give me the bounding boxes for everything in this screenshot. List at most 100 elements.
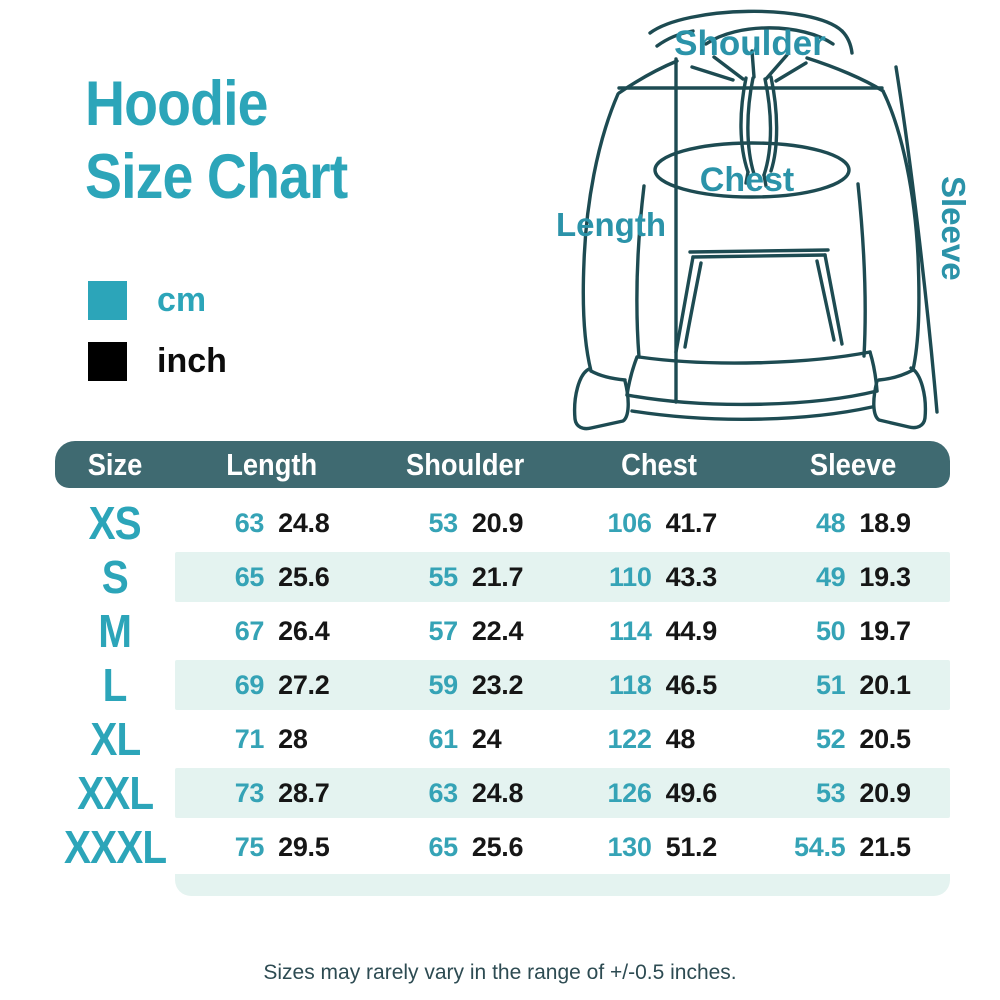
hoodie-illustration: Shoulder Chest Length Sleeve (540, 0, 1000, 445)
size-label: XXXL (55, 820, 175, 874)
shoulder-cell: 59 23.2 (369, 660, 563, 710)
shoulder-cm-value: 59 (428, 669, 458, 700)
shoulder-inch-value: 24.8 (471, 777, 524, 808)
inch-color-swatch (88, 341, 127, 381)
length-cell: 73 28.7 (175, 768, 369, 818)
chest-inch-value: 46.5 (665, 669, 718, 700)
sleeve-cm-value: 49 (815, 561, 846, 592)
size-label-text: XXL (76, 767, 154, 819)
size-label-text: L (103, 659, 128, 711)
shoulder-cm-value: 55 (428, 561, 458, 592)
length-measure-label: Length (556, 206, 666, 243)
shoulder-inch-value: 25.6 (471, 831, 524, 862)
page-title-line1: Hoodie (85, 69, 268, 139)
chest-cm-value: 110 (608, 561, 652, 592)
sleeve-cm-value: 50 (815, 615, 846, 646)
chest-cm-value: 106 (607, 507, 652, 538)
shoulder-cm-value: 61 (428, 723, 458, 754)
size-label-text: XL (90, 713, 141, 765)
length-cell: 63 24.8 (175, 498, 369, 548)
cm-legend-label: cm (157, 280, 207, 319)
size-label-text: XS (88, 497, 142, 549)
size-label-text: S (101, 551, 129, 603)
size-label: L (55, 658, 175, 712)
length-cm-value: 75 (234, 831, 265, 862)
length-cell: 69 27.2 (175, 660, 369, 710)
shoulder-cell: 55 21.7 (369, 552, 563, 602)
sleeve-inch-value: 20.5 (859, 723, 911, 754)
sleeve-cm-value: 52 (815, 723, 846, 754)
table-row-xxxl: XXXL 75 29.5 65 25.6 130 51.2 54.5 21.5 (55, 820, 950, 874)
shoulder-cm-value: 63 (428, 777, 458, 808)
chest-cell: 106 41.7 (563, 498, 757, 548)
chest-cell: 118 46.5 (563, 660, 757, 710)
sleeve-cell: 52 20.5 (756, 714, 950, 764)
length-inch-value: 28 (278, 723, 308, 754)
shoulder-inch-value: 22.4 (471, 615, 524, 646)
shoulder-cm-value: 57 (428, 615, 458, 646)
row-band: 75 29.5 65 25.6 130 51.2 54.5 21.5 (175, 822, 950, 872)
footnote: Sizes may rarely vary in the range of +/… (263, 961, 737, 984)
chest-inch-value: 43.3 (665, 561, 718, 592)
chest-cell: 126 49.6 (563, 768, 757, 818)
length-inch-value: 26.4 (278, 615, 330, 646)
table-header-row: Size Length Shoulder Chest Sleeve (55, 441, 950, 488)
length-cm-value: 71 (234, 723, 265, 754)
sleeve-inch-value: 20.1 (859, 669, 911, 700)
sleeve-cell: 51 20.1 (756, 660, 950, 710)
table-row-xl: XL 71 28 61 24 122 48 52 20.5 (55, 712, 950, 766)
size-table: Size Length Shoulder Chest Sleeve XS 63 2… (55, 441, 950, 896)
chest-measure-label: Chest (699, 161, 795, 199)
shoulder-cell: 65 25.6 (369, 822, 563, 872)
page-title: Hoodie Size Chart (85, 68, 383, 214)
table-bottom-strip (175, 874, 950, 896)
inch-legend-label: inch (157, 341, 227, 380)
sleeve-inch-value: 19.7 (859, 615, 911, 646)
length-cell: 71 28 (175, 714, 369, 764)
column-header-length-label: Length (226, 446, 318, 482)
chest-inch-value: 48 (665, 723, 696, 754)
shoulder-cell: 57 22.4 (369, 606, 563, 656)
shoulder-inch-value: 21.7 (471, 561, 524, 592)
shoulder-inch-value: 20.9 (471, 507, 524, 538)
column-header-length: Length (175, 447, 369, 483)
length-inch-value: 29.5 (278, 831, 330, 862)
length-cell: 75 29.5 (175, 822, 369, 872)
shoulder-inch-value: 24 (471, 723, 502, 754)
shoulder-cell: 53 20.9 (369, 498, 563, 548)
sleeve-inch-value: 20.9 (859, 777, 911, 808)
length-inch-value: 25.6 (278, 561, 330, 592)
chest-cell: 114 44.9 (563, 606, 757, 656)
size-label: M (55, 604, 175, 658)
sleeve-inch-value: 18.9 (859, 507, 911, 538)
length-cell: 65 25.6 (175, 552, 369, 602)
sleeve-cell: 54.5 21.5 (756, 822, 950, 872)
sleeve-inch-value: 19.3 (859, 561, 911, 592)
chest-cm-value: 130 (607, 831, 652, 862)
row-band: 65 25.6 55 21.7 110 43.3 49 19.3 (175, 552, 950, 602)
cm-color-swatch (88, 280, 127, 320)
length-inch-value: 24.8 (278, 507, 330, 538)
sleeve-cm-value: 51 (815, 669, 846, 700)
column-header-chest-label: Chest (621, 446, 698, 482)
column-header-sleeve: Sleeve (756, 447, 950, 483)
chest-cm-value: 126 (607, 777, 652, 808)
length-cm-value: 67 (234, 615, 265, 646)
legend-item-inch: inch (88, 341, 227, 381)
hoodie-drawing-icon (572, 9, 939, 431)
sleeve-cell: 50 19.7 (756, 606, 950, 656)
shoulder-cell: 63 24.8 (369, 768, 563, 818)
shoulder-measure-label: Shoulder (674, 24, 826, 63)
shoulder-cell: 61 24 (369, 714, 563, 764)
row-band: 63 24.8 53 20.9 106 41.7 48 18.9 (175, 498, 950, 548)
row-band: 71 28 61 24 122 48 52 20.5 (175, 714, 950, 764)
length-inch-value: 28.7 (278, 777, 330, 808)
shoulder-inch-value: 23.2 (471, 669, 524, 700)
size-label: S (55, 550, 175, 604)
unit-legend: cm inch (88, 280, 227, 402)
chest-cell: 130 51.2 (563, 822, 757, 872)
table-row-s: S 65 25.6 55 21.7 110 43.3 49 19.3 (55, 550, 950, 604)
table-row-xxl: XXL 73 28.7 63 24.8 126 49.6 53 20.9 (55, 766, 950, 820)
size-label: XXL (55, 766, 175, 820)
table-row-xs: XS 63 24.8 53 20.9 106 41.7 48 18.9 (55, 496, 950, 550)
